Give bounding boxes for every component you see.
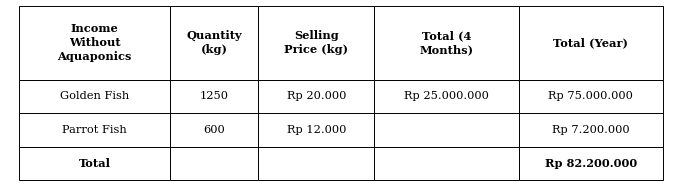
Bar <box>258 6 374 80</box>
Text: Total: Total <box>78 158 110 169</box>
Bar <box>19 113 170 147</box>
Text: Rp 25.000.000: Rp 25.000.000 <box>404 91 489 101</box>
Text: Selling
Price (kg): Selling Price (kg) <box>284 30 349 55</box>
Bar <box>374 113 519 147</box>
Bar <box>519 147 663 180</box>
Bar <box>374 147 519 180</box>
Bar <box>374 80 519 113</box>
Text: Parrot Fish: Parrot Fish <box>62 125 127 135</box>
Text: Rp 7.200.000: Rp 7.200.000 <box>552 125 629 135</box>
Text: Income
Without
Aquaponics: Income Without Aquaponics <box>57 23 132 62</box>
Bar <box>374 6 519 80</box>
Bar <box>170 6 258 80</box>
Text: Total (4
Months): Total (4 Months) <box>419 30 473 55</box>
Bar <box>170 147 258 180</box>
Bar <box>19 147 170 180</box>
Bar <box>258 147 374 180</box>
Text: Rp 20.000: Rp 20.000 <box>286 91 346 101</box>
Text: Rp 75.000.000: Rp 75.000.000 <box>548 91 633 101</box>
Text: Rp 82.200.000: Rp 82.200.000 <box>545 158 637 169</box>
Bar <box>519 80 663 113</box>
Text: Golden Fish: Golden Fish <box>60 91 130 101</box>
Text: 1250: 1250 <box>200 91 229 101</box>
Bar <box>258 113 374 147</box>
Bar <box>19 80 170 113</box>
Text: 600: 600 <box>203 125 225 135</box>
Text: Total (Year): Total (Year) <box>553 37 628 48</box>
Text: Rp 12.000: Rp 12.000 <box>286 125 346 135</box>
Bar <box>258 80 374 113</box>
Bar <box>170 113 258 147</box>
Bar <box>170 80 258 113</box>
Text: Quantity
(kg): Quantity (kg) <box>187 30 242 55</box>
Bar <box>519 6 663 80</box>
Bar <box>19 6 170 80</box>
Bar <box>519 113 663 147</box>
